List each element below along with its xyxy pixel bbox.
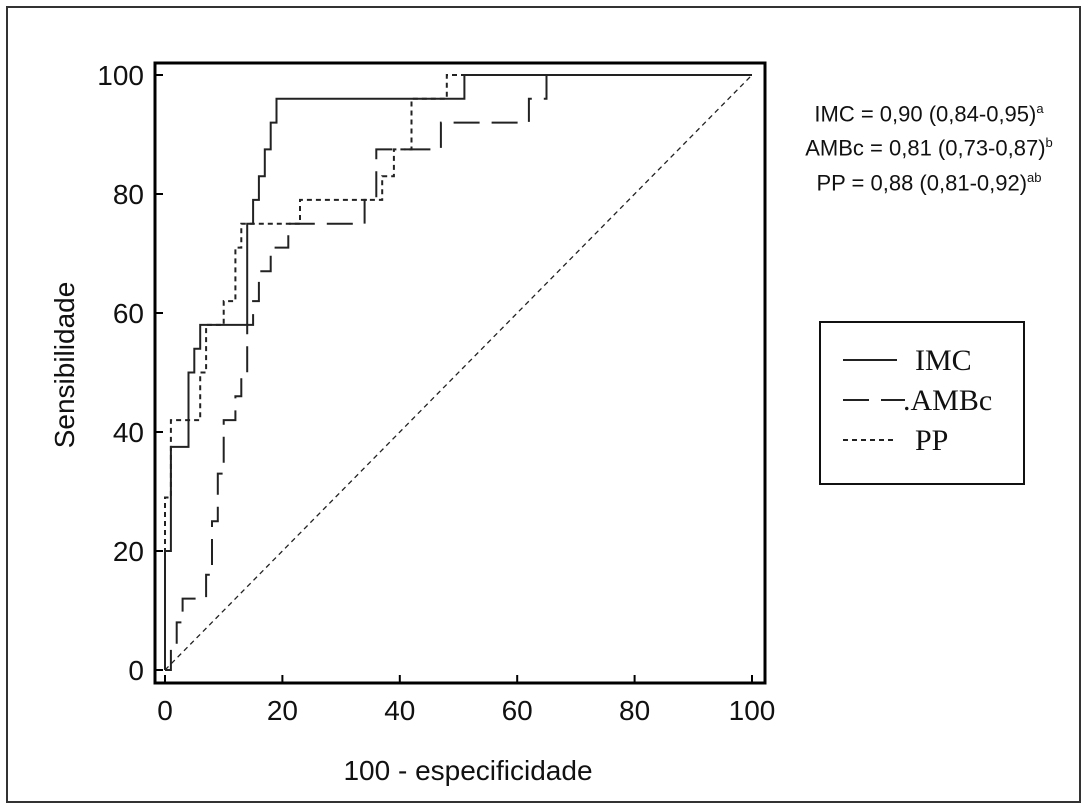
x-tick-label: 20	[267, 695, 298, 726]
annotation-ambc: AMBc = 0,81 (0,73-0,87)b	[805, 135, 1053, 161]
legend-item-imc: IMC	[843, 341, 1023, 381]
series-line-pp	[164, 74, 752, 670]
series-line-reference-diagonal	[164, 74, 753, 671]
y-axis-label: Sensibilidade	[49, 282, 80, 449]
x-tick-label: 40	[384, 695, 415, 726]
reference-line-layer	[164, 74, 753, 671]
series-line-ambc	[165, 74, 752, 671]
y-axis: 0 20 40 60 80 100	[97, 60, 163, 686]
series-layer	[164, 74, 752, 671]
x-tick-label: 80	[619, 695, 650, 726]
legend-item-pp: PP	[843, 421, 1023, 461]
legend-label-imc: IMC	[915, 344, 972, 377]
legend-label-ambc: .AMBc	[903, 381, 992, 421]
annotation-pp-superscript: ab	[1027, 169, 1042, 185]
y-tick-label: 100	[97, 60, 144, 91]
annotation-imc-superscript: a	[1036, 101, 1044, 116]
annotation-ambc-superscript: b	[1045, 135, 1053, 151]
y-tick-label: 20	[113, 536, 144, 567]
legend-label-pp: PP	[915, 424, 949, 457]
annotation-pp: PP = 0,88 (0,81-0,92)ab	[816, 169, 1042, 195]
x-axis: 0 20 40 60 80 100	[157, 675, 775, 726]
legend-swatch-ambc	[843, 399, 905, 401]
x-tick-label: 60	[502, 695, 533, 726]
y-tick-label: 0	[128, 655, 144, 686]
legend-swatch-pp	[843, 439, 897, 441]
legend: IMC .AMBc PP	[819, 321, 1025, 485]
y-tick-label: 40	[113, 417, 144, 448]
x-tick-label: 0	[157, 695, 173, 726]
legend-label-ambc-text: AMBc	[910, 384, 993, 417]
x-tick-label: 100	[729, 695, 776, 726]
y-tick-label: 60	[113, 298, 144, 329]
annotation-imc: IMC = 0,90 (0,84-0,95)a	[814, 101, 1044, 127]
legend-swatch-imc	[843, 359, 897, 361]
auc-annotations: IMC = 0,90 (0,84-0,95)a AMBc = 0,81 (0,7…	[776, 94, 1082, 197]
legend-label-ambc-dot: .	[903, 384, 911, 417]
plot-area	[153, 61, 767, 685]
legend-item-ambc: .AMBc	[843, 381, 1023, 421]
y-tick-label: 80	[113, 179, 144, 210]
x-axis-label: 100 - especificidade	[343, 755, 592, 786]
